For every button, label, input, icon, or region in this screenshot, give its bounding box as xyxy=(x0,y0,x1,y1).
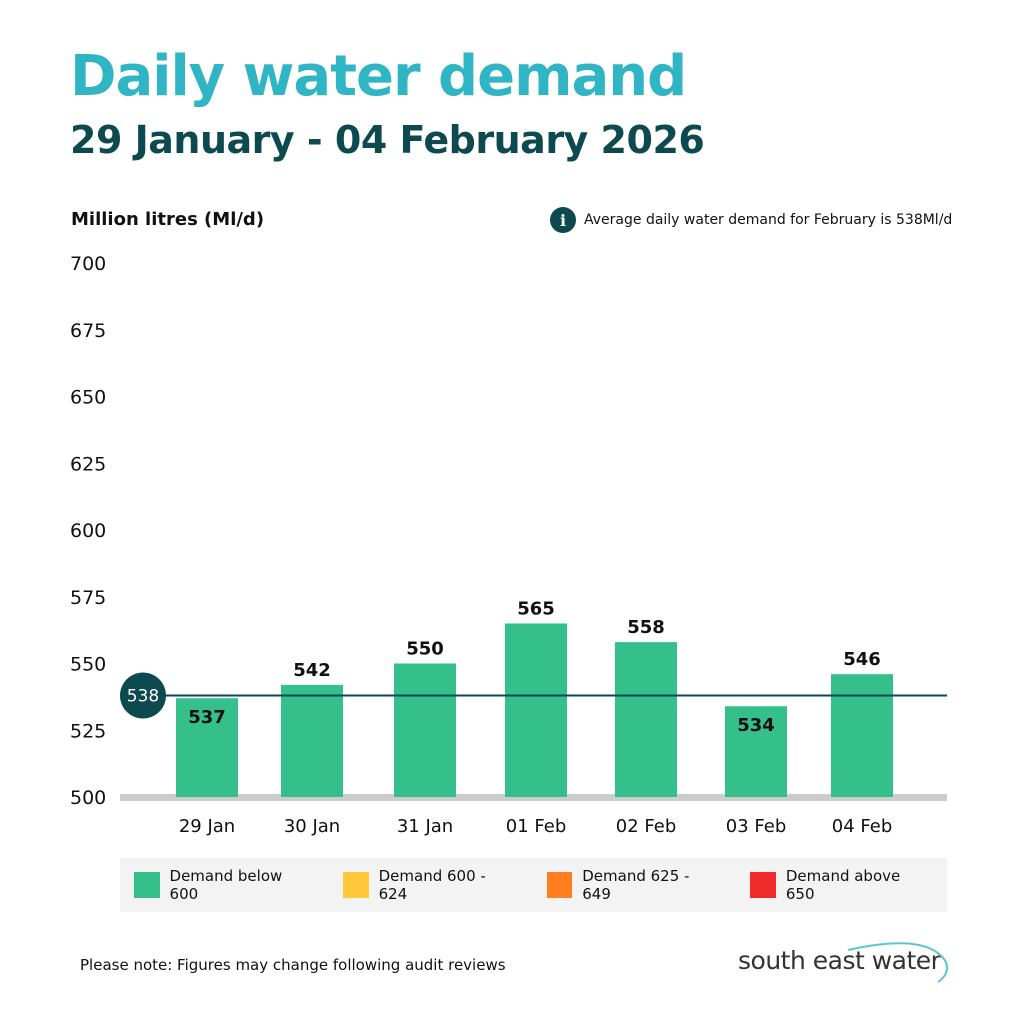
legend-swatch xyxy=(134,872,160,898)
chart-subtitle: 29 January - 04 February 2026 xyxy=(70,118,705,162)
y-tick-label: 500 xyxy=(70,787,106,809)
chart-title: Daily water demand xyxy=(70,44,687,109)
y-tick-label: 675 xyxy=(70,320,106,342)
x-tick-label: 03 Feb xyxy=(726,816,787,837)
x-tick-label: 31 Jan xyxy=(397,816,453,837)
bar xyxy=(394,663,456,797)
data-label: 550 xyxy=(406,639,444,660)
x-tick-label: 29 Jan xyxy=(179,816,235,837)
legend-swatch xyxy=(343,872,369,898)
y-tick-label: 550 xyxy=(70,654,106,676)
y-tick-label: 650 xyxy=(70,387,106,409)
legend-label: Demand 600 - 624 xyxy=(378,867,486,903)
legend-swatch xyxy=(750,872,776,898)
x-tick-label: 04 Feb xyxy=(832,816,893,837)
south-east-water-logo: south east water xyxy=(738,940,953,990)
legend-label: Demand below 600 xyxy=(169,867,283,903)
x-tick-label: 01 Feb xyxy=(506,816,567,837)
data-label: 534 xyxy=(737,715,775,736)
y-axis-label: Million litres (Ml/d) xyxy=(71,209,265,230)
y-tick-label: 700 xyxy=(70,253,106,275)
legend-label: Demand 625 - 649 xyxy=(582,867,690,903)
bar xyxy=(281,684,343,797)
y-tick-label: 575 xyxy=(70,587,106,609)
info-icon: i xyxy=(550,207,576,233)
legend-label: Demand above 650 xyxy=(785,867,901,903)
legend-item: Demand 600 - 624 xyxy=(343,867,517,903)
bar xyxy=(615,642,677,797)
data-label: 546 xyxy=(843,649,881,670)
legend-item: Demand below 600 xyxy=(134,867,313,903)
bar xyxy=(505,623,567,797)
data-label: 558 xyxy=(627,617,665,638)
legend-swatch xyxy=(546,872,573,898)
logo-text: south east water xyxy=(738,946,941,975)
bar xyxy=(176,698,238,797)
bar xyxy=(831,674,893,797)
bar xyxy=(725,706,787,797)
average-note-text: Average daily water demand for February … xyxy=(584,212,953,228)
y-tick-label: 625 xyxy=(70,453,106,475)
data-label: 542 xyxy=(293,660,331,681)
average-note: i Average daily water demand for Februar… xyxy=(550,207,952,233)
y-tick-label: 600 xyxy=(70,520,106,542)
data-label: 565 xyxy=(517,598,555,619)
x-tick-label: 02 Feb xyxy=(616,816,677,837)
y-tick-label: 525 xyxy=(70,720,106,742)
footnote: Please note: Figures may change followin… xyxy=(80,956,506,974)
x-tick-label: 30 Jan xyxy=(284,816,340,837)
data-label: 537 xyxy=(188,707,226,728)
legend-item: Demand 625 - 649 xyxy=(546,867,721,903)
legend: Demand below 600 Demand 600 - 624 Demand 6… xyxy=(120,858,947,912)
reference-badge xyxy=(120,672,166,719)
logo-swoosh-icon xyxy=(847,942,948,983)
reference-label: 538 xyxy=(127,687,159,707)
legend-item: Demand above 650 xyxy=(750,867,931,903)
x-axis-baseline xyxy=(120,794,947,801)
